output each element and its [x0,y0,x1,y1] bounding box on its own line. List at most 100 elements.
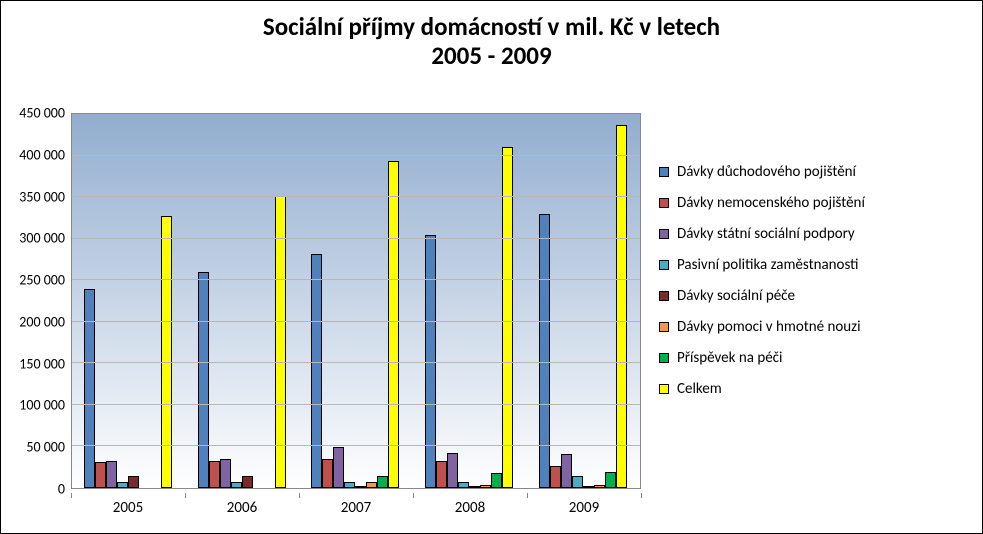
gridline [72,404,640,405]
gridline [72,321,640,322]
bar [322,459,333,488]
bar [95,462,106,488]
chart-title-line2: 2005 - 2009 [1,42,982,71]
legend-label: Dávky pomoci v hmotné nouzi [677,318,861,336]
legend-swatch [659,353,669,363]
bar [605,472,616,488]
bar-group [413,114,527,488]
bar [447,453,458,488]
plot-wrap: 050 000100 000150 000200 000250 000300 0… [1,113,641,489]
bar [539,214,550,488]
gridline [72,155,640,156]
legend-item: Dávky státní sociální podpory [659,225,972,243]
bar [231,482,242,488]
legend-label: Pasivní politika zaměstnanosti [677,256,859,274]
legend-item: Pasivní politika zaměstnanosti [659,256,972,274]
bar-group [299,114,413,488]
legend-item: Dávky důchodového pojištění [659,163,972,181]
y-tick-label: 100 000 [19,397,65,414]
legend-swatch [659,198,669,208]
plot-column: 0 50 000 100 000 150 000 200 000 250 000 300 0… [1,113,641,521]
chart-title-line1: Sociální příjmy domácností v mil. Kč v l… [1,13,982,42]
chart-title: Sociální příjmy domácností v mil. Kč v l… [1,1,982,79]
bar [84,289,95,488]
bar [209,461,220,488]
bar [333,447,344,488]
gridline [72,238,640,239]
bar [377,476,388,488]
bar-group [72,114,186,488]
legend-swatch [659,167,669,177]
x-tick-mark [641,493,642,498]
y-tick-label: 250 000 [19,272,65,289]
legend-swatch [659,229,669,239]
bar [198,272,209,488]
bar [480,485,491,488]
bar [436,461,447,488]
y-tick-label: 400 000 [19,146,65,163]
legend-swatch [659,384,669,394]
legend-label: Dávky státní sociální podpory [677,225,855,243]
legend-item: Dávky pomoci v hmotné nouzi [659,318,972,336]
legend-item: Dávky sociální péče [659,287,972,305]
y-axis: 050 000100 000150 000200 000250 000300 0… [1,113,71,489]
legend-label: Dávky důchodového pojištění [677,163,856,181]
bar [106,461,117,488]
bar [594,485,605,488]
bar [572,476,583,488]
legend-item: Příspěvek na péči [659,349,972,367]
bar [561,454,572,488]
bar [388,161,399,488]
x-tick-label: 2005 [71,493,185,517]
bar-groups [72,114,640,488]
legend: Dávky důchodového pojištění Dávky nemocen… [641,113,982,521]
x-tick-mark [185,493,186,498]
gridline [72,445,640,446]
bar [128,476,139,488]
legend-swatch [659,291,669,301]
bar [458,482,469,488]
bar [344,482,355,488]
bar [616,125,627,488]
bar [311,254,322,488]
bar [117,482,128,488]
y-tick-label: 300 000 [19,230,65,247]
x-tick-label: 2007 [299,493,413,517]
x-tick-mark [71,493,72,498]
legend-item: Dávky nemocenského pojištění [659,194,972,212]
bar-group [186,114,300,488]
x-tick-label: 2008 [413,493,527,517]
gridline [72,362,640,363]
bar [366,482,377,488]
bar [161,216,172,488]
bar [220,459,231,488]
bar [242,476,253,488]
legend-swatch [659,260,669,270]
bar [275,196,286,488]
y-tick-label: 0 [58,481,65,498]
legend-label: Dávky sociální péče [677,287,795,305]
y-tick-label: 50 000 [26,439,65,456]
bar [425,235,436,488]
bar [583,486,594,488]
bar [469,486,480,488]
plot-area [71,113,641,489]
chart-body: 0 50 000 100 000 150 000 200 000 250 000 300 0… [1,113,982,521]
chart-frame: Sociální příjmy domácností v mil. Kč v l… [0,0,983,534]
y-tick-label: 450 000 [19,105,65,122]
x-tick-mark [299,493,300,498]
y-tick-label: 150 000 [19,355,65,372]
y-tick-label: 350 000 [19,188,65,205]
y-tick-label: 200 000 [19,313,65,330]
legend-label: Celkem [677,380,722,398]
gridline [72,279,640,280]
legend-swatch [659,322,669,332]
bar [502,147,513,488]
legend-label: Dávky nemocenského pojištění [677,194,865,212]
bar [355,486,366,488]
bar [550,466,561,488]
x-tick-mark [527,493,528,498]
x-tick-label: 2006 [185,493,299,517]
x-axis: 20052006200720082009 [71,493,641,517]
x-tick-mark [413,493,414,498]
